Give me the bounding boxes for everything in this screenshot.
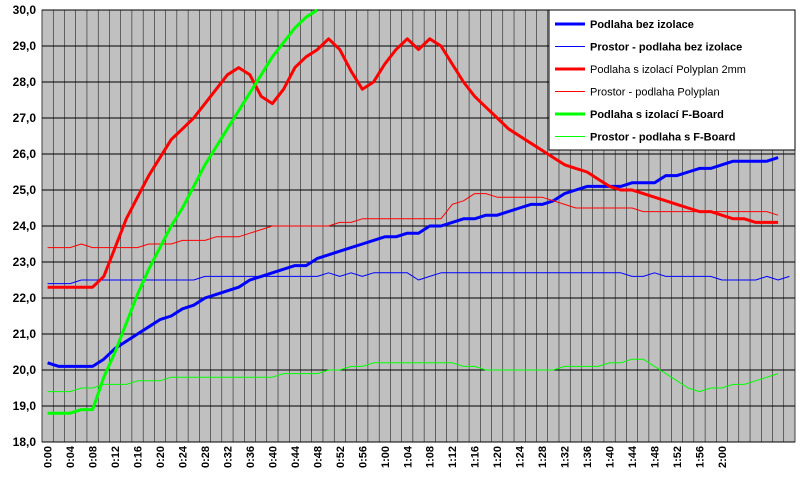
y-tick-label: 20,0 <box>13 363 37 377</box>
x-tick-label: 1:12 <box>447 446 459 468</box>
legend: Podlaha bez izolace Prostor - podlaha bez… <box>548 9 796 151</box>
x-tick-label: 0:16 <box>133 446 145 468</box>
x-tick-label: 0:32 <box>222 446 234 468</box>
series-line-1 <box>47 156 779 368</box>
x-tick-label: 0:20 <box>155 446 167 468</box>
x-tick-label: 0:24 <box>177 445 189 468</box>
series-lines <box>47 8 790 415</box>
legend-box <box>548 9 796 151</box>
x-tick-label: 0:36 <box>245 446 257 468</box>
legend-label: Prostor - podlaha Polyplan <box>590 87 720 99</box>
series-line-3 <box>47 37 779 289</box>
x-tick-label: 0:00 <box>43 446 55 468</box>
y-tick-label: 19,0 <box>13 399 37 413</box>
x-axis-tick-labels: 0:00 0:04 0:08 0:12 0:16 0:20 0:24 0:28 0:32 0:36… <box>43 445 729 468</box>
x-tick-label: 0:40 <box>267 446 279 468</box>
x-tick-label: 0:44 <box>290 445 302 468</box>
y-tick-label: 26,0 <box>13 147 37 161</box>
y-tick-label: 27,0 <box>13 111 37 125</box>
x-tick-label: 1:32 <box>560 446 572 468</box>
series-line-5 <box>47 8 319 415</box>
x-tick-label: 1:08 <box>425 446 437 468</box>
x-tick-label: 1:48 <box>650 446 662 468</box>
legend-label: Prostor - podlaha s F-Board <box>590 132 735 144</box>
y-tick-label: 22,0 <box>13 291 37 305</box>
x-tick-label: 1:24 <box>515 445 527 468</box>
x-tick-label: 0:56 <box>357 446 369 468</box>
y-tick-label: 30,0 <box>13 3 37 17</box>
y-axis-tick-labels: 18,0 19,0 20,0 21,0 22,0 23,0 24,0 25,0 26,0 27,0… <box>13 3 37 449</box>
x-tick-label: 1:16 <box>470 446 482 468</box>
series-line-4 <box>47 193 779 249</box>
x-tick-label: 1:52 <box>672 446 684 468</box>
y-tick-label: 28,0 <box>13 75 37 89</box>
x-tick-label: 1:44 <box>627 445 639 468</box>
x-tick-label: 1:00 <box>380 446 392 468</box>
series-line-6 <box>47 358 779 393</box>
x-tick-label: 2:00 <box>717 446 729 468</box>
legend-label: Prostor - podlaha bez izolace <box>590 42 742 54</box>
x-tick-label: 0:52 <box>335 446 347 468</box>
y-tick-label: 24,0 <box>13 219 37 233</box>
x-tick-label: 0:08 <box>88 446 100 468</box>
legend-label: Podlaha s izolací F-Board <box>590 109 724 121</box>
x-tick-label: 0:48 <box>312 446 324 468</box>
x-tick-label: 0:04 <box>65 445 77 468</box>
series-line-2 <box>47 272 790 285</box>
x-tick-label: 1:28 <box>537 446 549 468</box>
y-tick-label: 21,0 <box>13 327 37 341</box>
x-tick-label: 1:40 <box>605 446 617 468</box>
x-tick-label: 1:56 <box>694 446 706 468</box>
y-tick-label: 18,0 <box>13 435 37 449</box>
x-tick-label: 0:12 <box>110 446 122 468</box>
x-tick-label: 1:36 <box>582 446 594 468</box>
legend-label: Podlaha bez izolace <box>590 19 694 31</box>
y-tick-label: 25,0 <box>13 183 37 197</box>
legend-label: Podlaha s izolací Polyplan 2mm <box>590 64 746 76</box>
y-tick-label: 23,0 <box>13 255 37 269</box>
x-tick-label: 1:20 <box>492 446 504 468</box>
x-tick-label: 0:28 <box>200 446 212 468</box>
y-tick-label: 29,0 <box>13 39 37 53</box>
x-tick-label: 1:04 <box>402 445 414 468</box>
